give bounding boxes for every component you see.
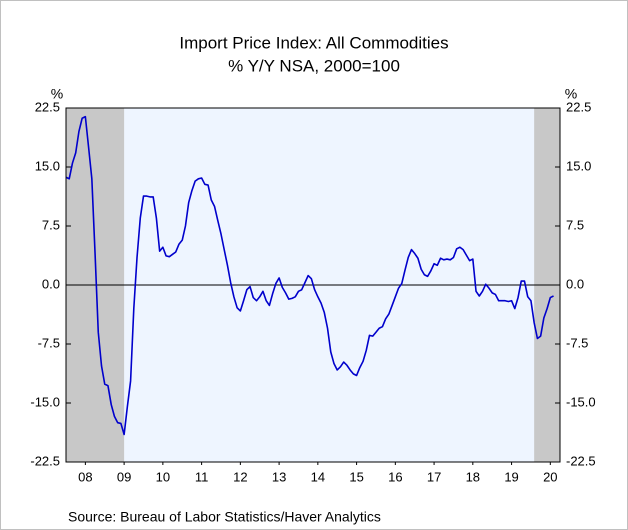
x-tick-label: 10 xyxy=(156,469,170,484)
y-tick-label: -22.5 xyxy=(30,453,60,468)
y2-tick-label: 15.0 xyxy=(566,158,591,173)
y-tick-label: -15.0 xyxy=(30,394,60,409)
x-tick-label: 11 xyxy=(195,469,209,484)
y2-tick-label: -7.5 xyxy=(566,335,588,350)
x-tick-label: 14 xyxy=(311,469,325,484)
x-tick-label: 08 xyxy=(78,469,92,484)
y2-tick-label: -15.0 xyxy=(566,394,596,409)
x-tick-label: 15 xyxy=(349,469,363,484)
x-tick-label: 17 xyxy=(427,469,441,484)
x-tick-label: 16 xyxy=(388,469,402,484)
data-line xyxy=(65,115,554,436)
x-tick-label: 09 xyxy=(117,469,131,484)
y2-tick-label: -22.5 xyxy=(566,453,596,468)
y-tick-label: 15.0 xyxy=(35,158,60,173)
y2-axis-label: % xyxy=(565,86,577,102)
y-tick-label: 22.5 xyxy=(35,99,60,114)
source-note: Source: Bureau of Labor Statistics/Haver… xyxy=(68,509,381,525)
y2-tick-label: 7.5 xyxy=(566,217,584,232)
x-tick-label: 19 xyxy=(504,469,518,484)
y-tick-label: -7.5 xyxy=(38,335,60,350)
x-tick-label: 13 xyxy=(272,469,286,484)
y-tick-label: 7.5 xyxy=(42,217,60,232)
y-tick-label: 0.0 xyxy=(42,276,60,291)
chart-title: Import Price Index: All Commodities xyxy=(179,33,448,52)
plot-border xyxy=(65,107,561,463)
chart-subtitle: % Y/Y NSA, 2000=100 xyxy=(228,56,400,75)
x-tick-label: 18 xyxy=(466,469,480,484)
x-tick-label: 12 xyxy=(233,469,247,484)
x-tick-label: 20 xyxy=(543,469,557,484)
y-axis-label: % xyxy=(51,86,63,102)
y2-tick-label: 22.5 xyxy=(566,99,591,114)
y2-tick-label: 0.0 xyxy=(566,276,584,291)
